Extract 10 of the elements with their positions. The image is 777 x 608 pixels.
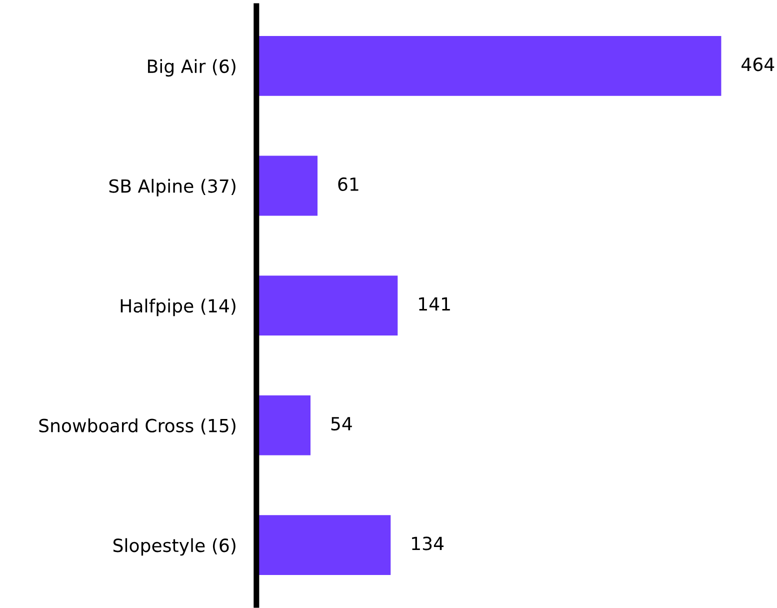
- y-tick-label: Big Air (6): [148, 59, 236, 77]
- y-tick-label: Halfpipe (14): [120, 298, 236, 316]
- data-label: 54: [331, 417, 352, 431]
- y-tick-label: Slopestyle (6): [113, 538, 236, 556]
- data-label: 141: [419, 297, 450, 310]
- data-label: 134: [412, 536, 444, 550]
- y-tick-label: SB Alpine (37): [109, 178, 236, 196]
- data-label: 464: [742, 58, 774, 72]
- data-label: 61: [338, 177, 358, 191]
- y-tick-label: Snowboard Cross (15): [39, 418, 236, 435]
